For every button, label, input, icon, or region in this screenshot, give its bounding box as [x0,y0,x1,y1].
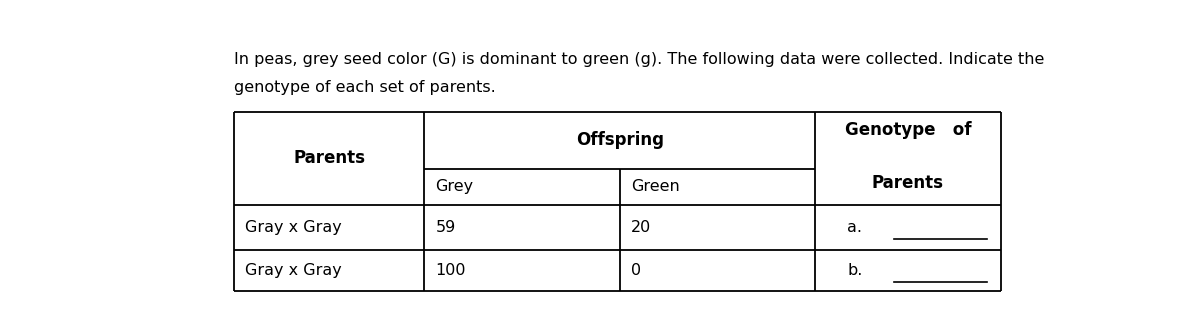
Text: Offspring: Offspring [576,131,664,149]
Text: b.: b. [847,263,863,278]
Text: 100: 100 [436,263,466,278]
Text: Green: Green [631,179,679,194]
Text: 20: 20 [631,220,652,235]
Text: Gray x Gray: Gray x Gray [245,263,342,278]
Text: In peas, grey seed color (G) is dominant to green (g). The following data were c: In peas, grey seed color (G) is dominant… [234,52,1044,67]
Text: 59: 59 [436,220,456,235]
Text: genotype of each set of parents.: genotype of each set of parents. [234,80,496,95]
Text: 0: 0 [631,263,641,278]
Text: Genotype   of: Genotype of [845,121,971,139]
Text: a.: a. [847,220,863,235]
Text: Grey: Grey [436,179,474,194]
Text: Parents: Parents [293,149,365,167]
Text: Parents: Parents [872,174,944,192]
Text: Gray x Gray: Gray x Gray [245,220,342,235]
